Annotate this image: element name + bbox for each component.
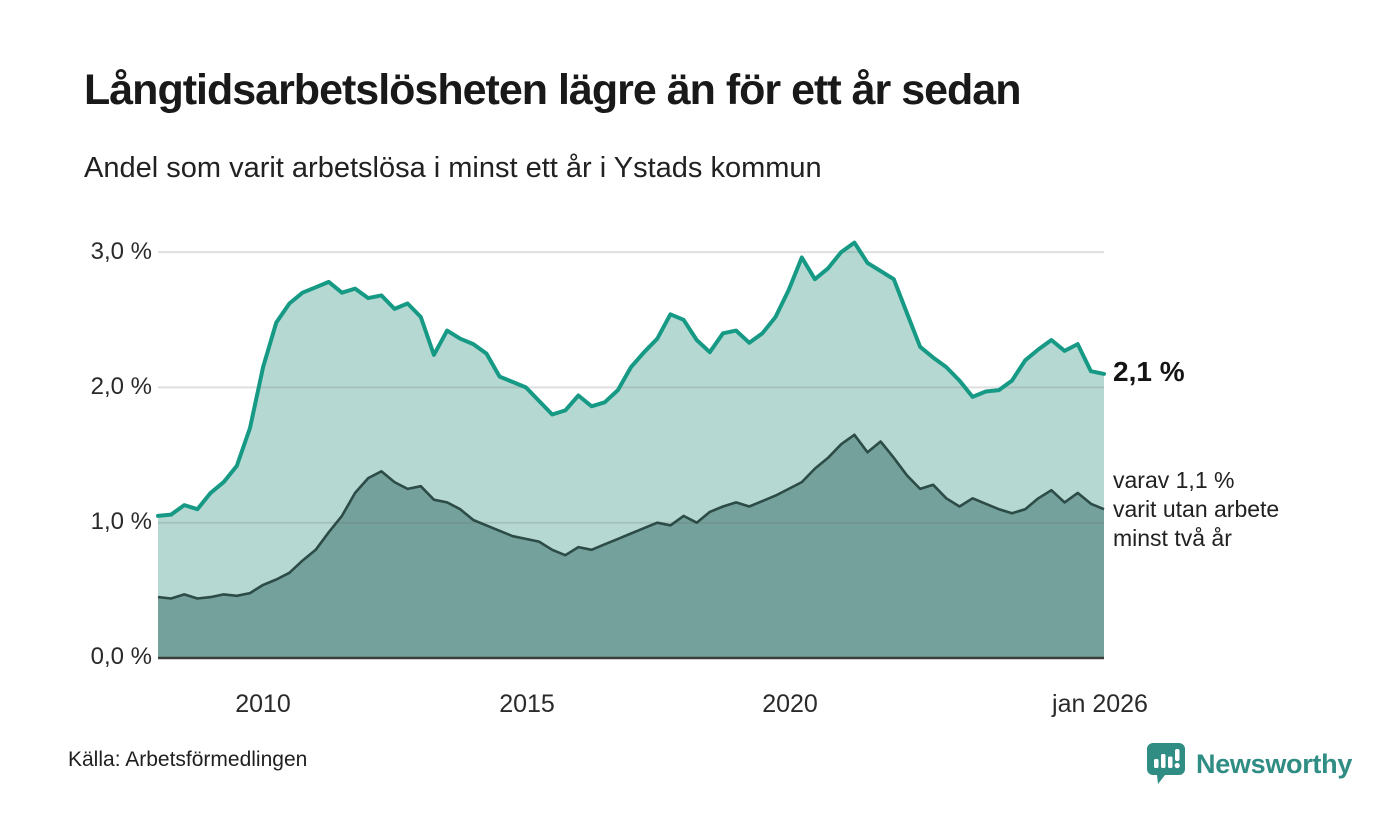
newsworthy-logo-text: Newsworthy [1196,748,1353,779]
source-attribution: Källa: Arbetsförmedlingen [68,748,308,771]
y-axis-tick-3: 3,0 % [90,238,152,265]
logo-bar-medium [1168,756,1173,768]
series-secondary-annotation: varav 1,1 % varit utan arbete minst två … [1113,467,1280,551]
y-axis-tick-2: 2,0 % [90,373,152,400]
logo-bar-small [1154,759,1159,768]
x-axis-tick-2015: 2015 [499,690,555,718]
page-subtitle: Andel som varit arbetslösa i minst ett å… [84,152,822,184]
y-axis-tick-0: 0,0 % [90,643,152,670]
logo-exclamation-bar [1175,749,1180,761]
x-axis-tick-jan-2026: jan 2026 [1052,690,1148,718]
logo-exclamation-dot [1174,762,1180,769]
logo-bar-tall [1161,754,1166,768]
x-axis-tick-2010: 2010 [235,690,291,718]
series-end-value-label: 2,1 % [1113,356,1185,387]
x-axis-tick-2020: 2020 [762,690,818,718]
page-title: Långtidsarbetslösheten lägre än för ett … [84,66,1021,114]
newsworthy-logo: Newsworthy [1146,742,1352,786]
y-axis-tick-1: 1,0 % [90,508,152,535]
newsworthy-logo-icon [1147,743,1185,784]
